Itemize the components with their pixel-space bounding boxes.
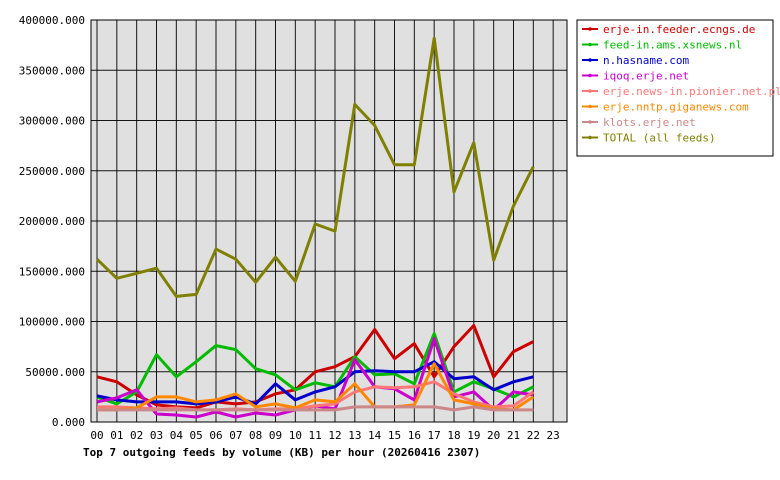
x-tick-label: 19 (467, 429, 480, 442)
x-tick-label: 21 (507, 429, 520, 442)
x-tick-label: 08 (249, 429, 262, 442)
legend-marker (588, 27, 592, 31)
x-tick-label: 20 (487, 429, 500, 442)
legend-marker (588, 58, 592, 62)
y-tick-label: 200000.000 (19, 215, 85, 228)
x-tick-label: 03 (150, 429, 163, 442)
x-tick-label: 01 (110, 429, 123, 442)
y-tick-label: 350000.000 (19, 64, 85, 77)
series-line (96, 324, 534, 410)
chart-title: Top 7 outgoing feeds by volume (KB) per … (83, 446, 480, 459)
x-tick-label: 16 (408, 429, 421, 442)
x-tick-label: 13 (348, 429, 361, 442)
y-axis-ticks: 0.000 50000.000 100000.000 150000.000 200000… (19, 14, 85, 429)
x-tick-label: 10 (289, 429, 302, 442)
series-lines (95, 36, 535, 419)
legend-marker (588, 135, 592, 140)
x-tick-label: 15 (388, 429, 401, 442)
series-line (96, 360, 534, 406)
y-tick-label: 150000.000 (19, 265, 85, 278)
legend-label: klots.erje.net (603, 116, 696, 129)
legend-label: n.hasname.com (603, 54, 689, 67)
legend-box (576, 19, 774, 157)
y-tick-label: 400000.000 (19, 14, 85, 27)
x-axis-ticks: 00 01 02 03 04 05 06 07 08 09 10 11 12 13 14 15 16 17 18 19… (90, 429, 559, 442)
legend-marker (588, 120, 592, 124)
x-tick-label: 14 (368, 429, 382, 442)
x-tick-label: 09 (269, 429, 282, 442)
series-line (95, 36, 535, 298)
y-tick-label: 250000.000 (19, 165, 85, 178)
x-tick-label: 06 (209, 429, 222, 442)
legend-marker (588, 89, 592, 93)
x-tick-label: 07 (229, 429, 242, 442)
x-tick-label: 23 (547, 429, 560, 442)
y-tick-label: 300000.000 (19, 115, 85, 128)
legend-marker (588, 42, 592, 47)
legend-label: erje.news-in.pionier.net.pl (603, 85, 780, 98)
legend-label: iqoq.erje.net (603, 70, 689, 83)
y-tick-label: 0.000 (52, 416, 85, 429)
series-line (97, 362, 535, 412)
x-tick-label: 02 (130, 429, 143, 442)
y-tick-label: 100000.000 (19, 316, 85, 329)
x-tick-label: 05 (190, 429, 203, 442)
x-tick-label: 11 (309, 429, 322, 442)
legend-marker (588, 73, 592, 78)
legend-label: erje.nntp.giganews.com (603, 101, 749, 114)
x-tick-label: 17 (428, 429, 441, 442)
x-tick-label: 22 (527, 429, 540, 442)
x-tick-label: 12 (328, 429, 341, 442)
legend-label: erje-in.feeder.ecngs.de (603, 23, 755, 36)
y-tick-label: 50000.000 (25, 366, 85, 379)
series-line (96, 332, 534, 406)
series-line (97, 405, 534, 412)
series-line (97, 380, 535, 412)
legend: erje-in.feeder.ecngs.de feed-in.ams.xsnew… (576, 19, 780, 157)
x-tick-label: 00 (90, 429, 103, 442)
legend-marker (588, 104, 592, 109)
legend-label: feed-in.ams.xsnews.nl (603, 39, 742, 52)
x-tick-label: 04 (170, 429, 184, 442)
x-tick-label: 18 (447, 429, 460, 442)
legend-label: TOTAL (all feeds) (603, 132, 716, 145)
